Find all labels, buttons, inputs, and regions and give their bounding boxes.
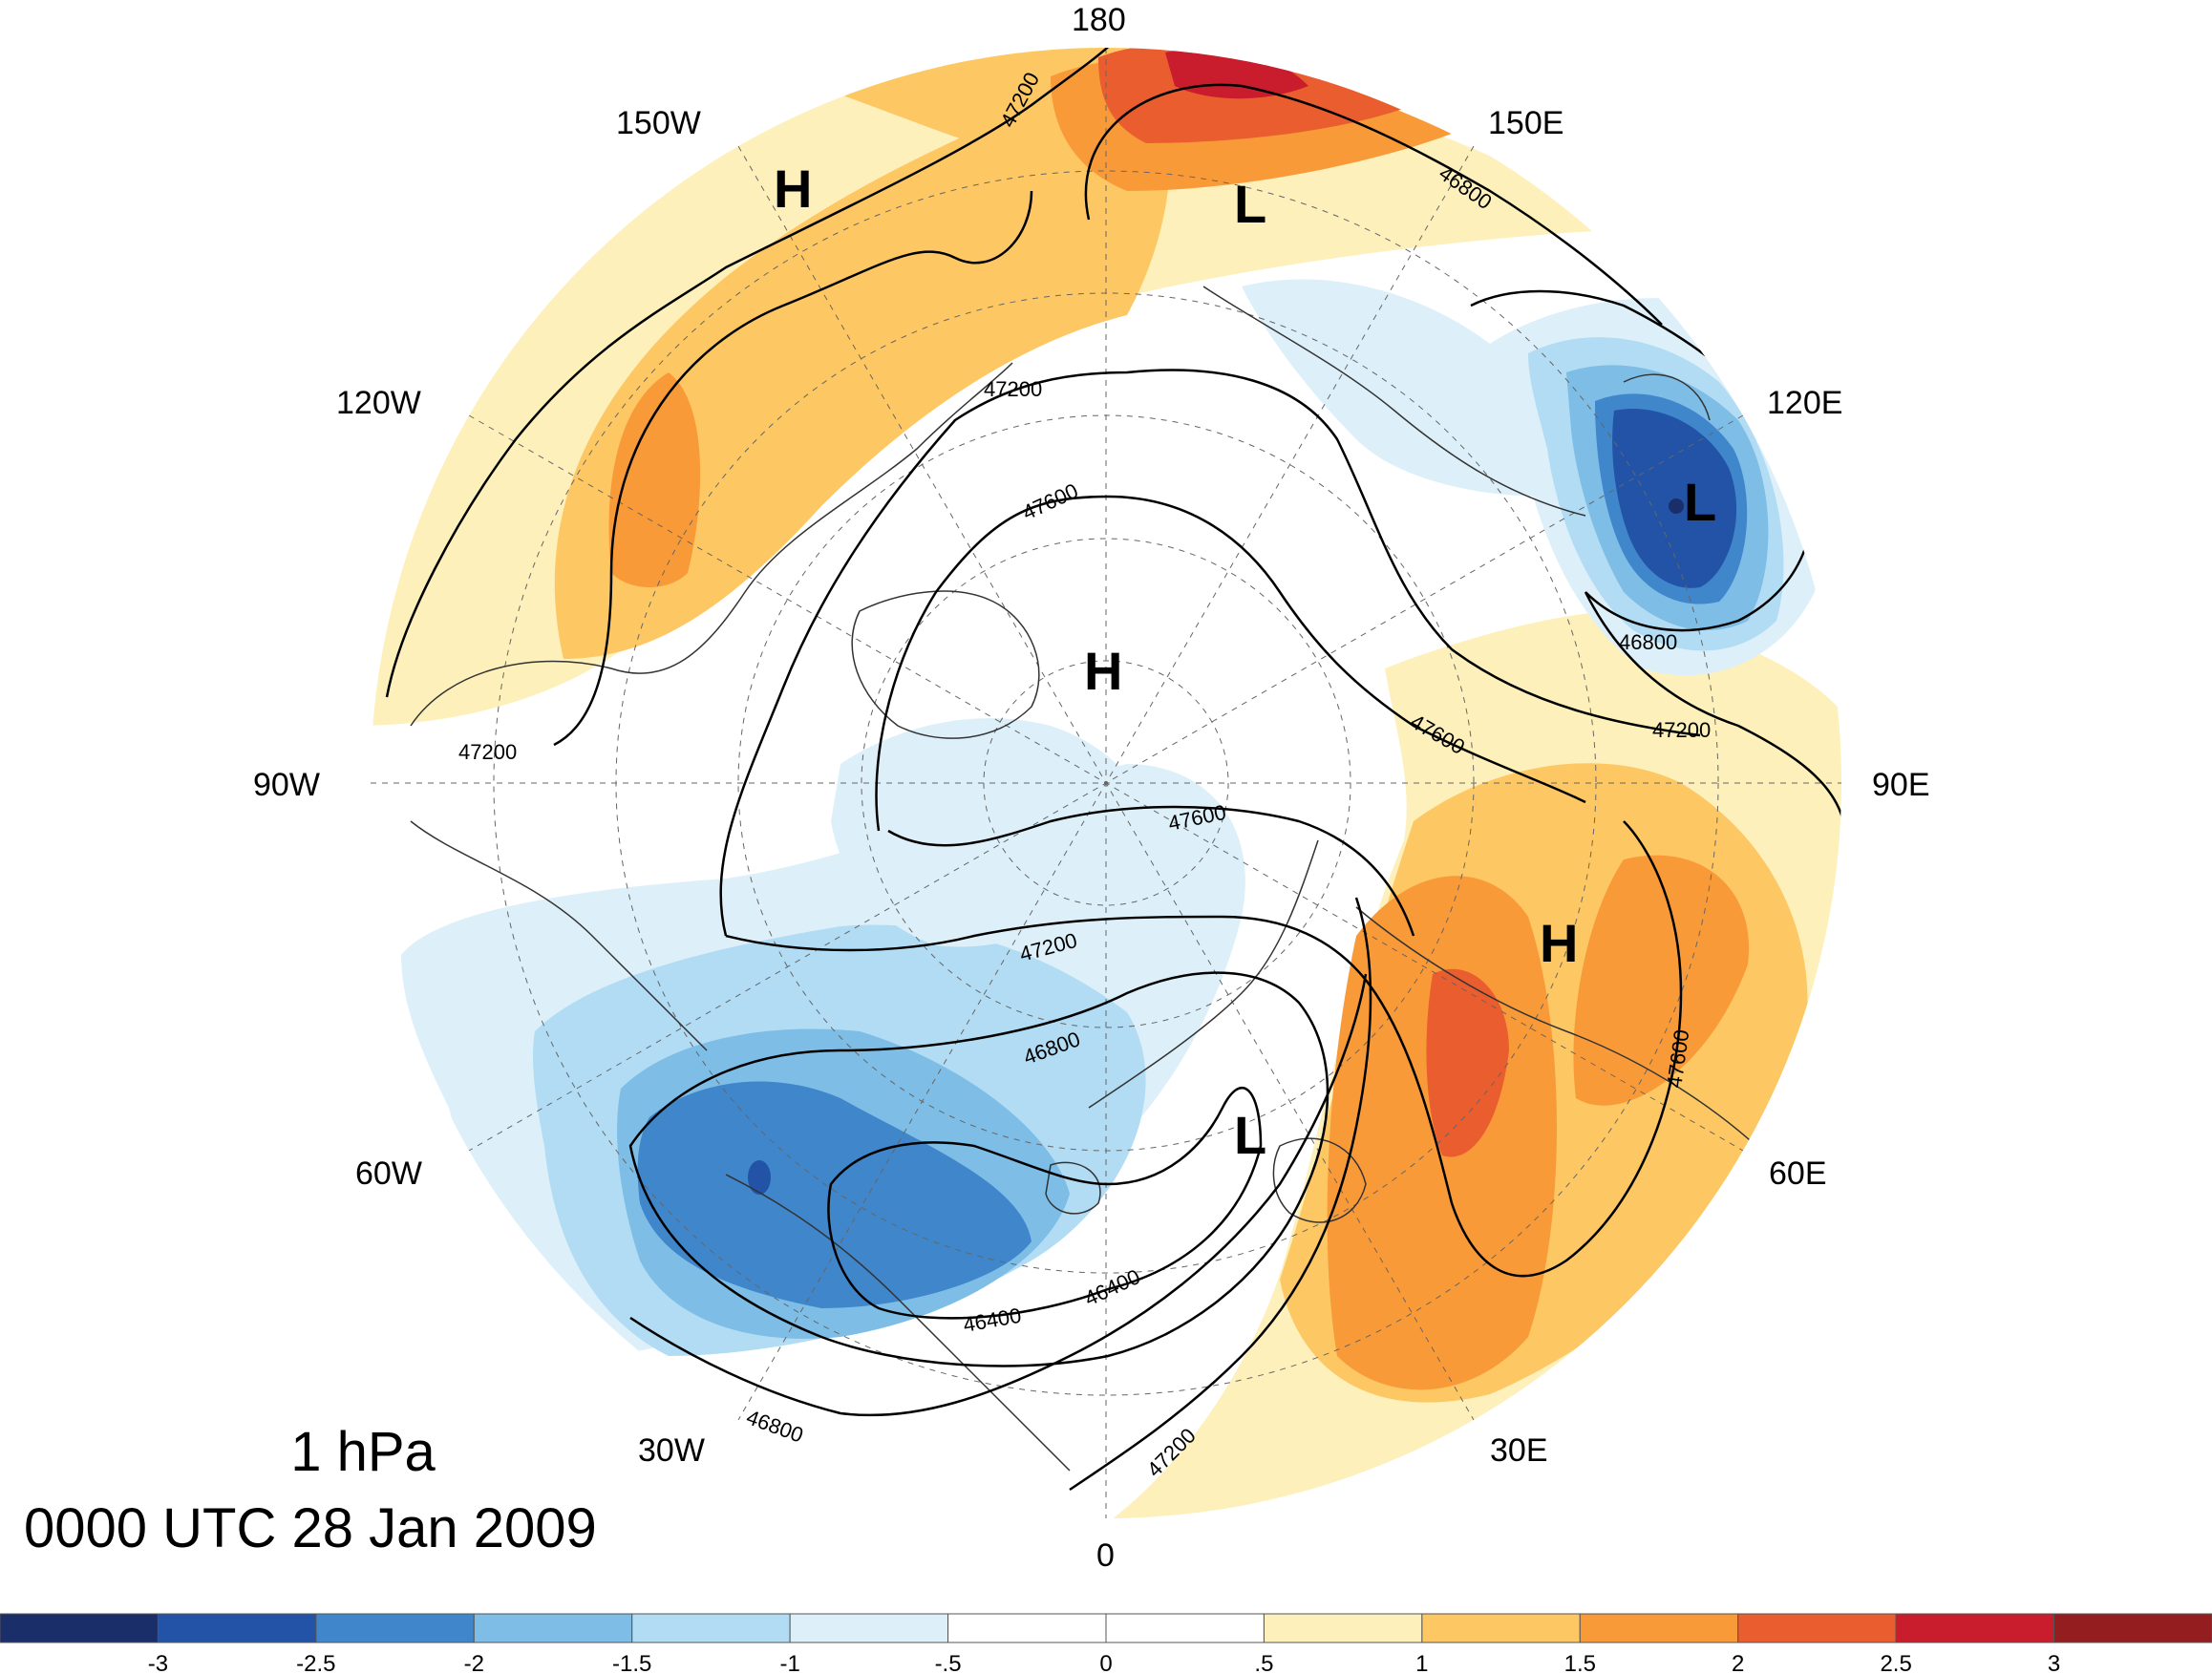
- low-center-label: L: [1234, 174, 1266, 234]
- colorbar-swatch: [1737, 1613, 1897, 1643]
- colorbar-swatch: [0, 1613, 159, 1643]
- lon-label-150e: 150E: [1488, 105, 1563, 141]
- lon-label-120w: 120W: [336, 385, 421, 421]
- colorbar-swatch: [157, 1613, 317, 1643]
- colorbar: -3 -2.5 -2 -1.5 -1 -.5 0 .5 1 1.5 2 2.5 3: [0, 1613, 2212, 1674]
- lon-label-0: 0: [1096, 1537, 1115, 1574]
- low-center-label: L: [1684, 472, 1716, 532]
- lon-label-60w: 60W: [355, 1155, 422, 1192]
- lon-label-30e: 30E: [1490, 1432, 1548, 1469]
- colorbar-tick-label: -2.5: [296, 1651, 335, 1674]
- lon-label-30w: 30W: [638, 1432, 705, 1469]
- colorbar-tick-label: .5: [1254, 1651, 1273, 1674]
- colorbar-tick-label: 1.5: [1564, 1651, 1596, 1674]
- colorbar-swatch: [473, 1613, 633, 1643]
- contour-label: 47200: [1652, 718, 1711, 742]
- high-center-label: H: [1084, 641, 1122, 701]
- colorbar-swatch: [1105, 1613, 1265, 1643]
- map-disk: [371, 48, 1841, 1518]
- colorbar-tick-label: -2: [464, 1651, 484, 1674]
- lon-label-120e: 120E: [1767, 385, 1842, 421]
- colorbar-swatch: [1421, 1613, 1581, 1643]
- low-center-label: L: [1234, 1105, 1266, 1165]
- colorbar-swatch: [789, 1613, 949, 1643]
- colorbar-tick-label: -1.5: [612, 1651, 651, 1674]
- colorbar-swatch: [1263, 1613, 1423, 1643]
- title-block: 1 hPa 0000 UTC 28 Jan 2009: [24, 1421, 597, 1559]
- colorbar-tick-label: 2.5: [1880, 1651, 1911, 1674]
- lon-label-60e: 60E: [1769, 1155, 1827, 1192]
- high-center-label: H: [1540, 913, 1578, 973]
- colorbar-swatch: [315, 1613, 475, 1643]
- shading-warm-pacific: [371, 48, 1624, 726]
- colorbar-swatch: [947, 1613, 1107, 1643]
- colorbar-tick-label: 3: [2048, 1651, 2060, 1674]
- colorbar-tick-label: -.5: [935, 1651, 962, 1674]
- time-title: 0000 UTC 28 Jan 2009: [24, 1497, 597, 1559]
- contour-label: 47200: [984, 377, 1042, 401]
- lon-label-90e: 90E: [1872, 767, 1930, 803]
- shading-warm-eurasia: [1070, 611, 1841, 1518]
- colorbar-swatch: [631, 1613, 791, 1643]
- lon-label-180: 180: [1072, 2, 1126, 38]
- colorbar-tick-label: -3: [148, 1651, 168, 1674]
- colorbar-tick-label: 1: [1415, 1651, 1428, 1674]
- colorbar-tick-label: 0: [1099, 1651, 1112, 1674]
- contour-label: 47200: [458, 740, 517, 764]
- pressure-centers: H H H L L L: [774, 159, 1716, 1165]
- lon-label-150w: 150W: [616, 105, 701, 141]
- colorbar-tick-label: -1: [779, 1651, 799, 1674]
- colorbar-swatch: [1579, 1613, 1739, 1643]
- colorbar-tick-label: 2: [1732, 1651, 1744, 1674]
- level-title: 1 hPa: [290, 1421, 436, 1483]
- lon-label-90w: 90W: [253, 767, 320, 803]
- graticule: [371, 48, 1841, 1518]
- colorbar-swatch: [2053, 1613, 2212, 1643]
- contours: [385, 48, 1841, 1492]
- coastlines: [410, 286, 1777, 1472]
- colorbar-swatch: [1895, 1613, 2055, 1643]
- high-center-label: H: [774, 159, 812, 219]
- longitude-labels: 180 150E 120E 90E 60E 30E 0 30W 60W 90W …: [253, 2, 1930, 1574]
- contour-label: 46800: [1619, 630, 1677, 654]
